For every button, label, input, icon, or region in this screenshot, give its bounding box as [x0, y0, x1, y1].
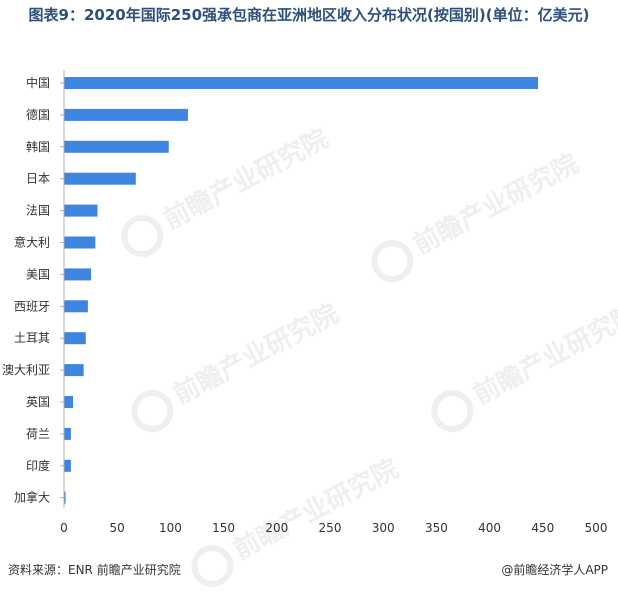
bar-加拿大 — [64, 491, 66, 504]
brand-note: @前瞻经济学人APP — [501, 563, 608, 577]
category-label: 澳大利亚 — [2, 363, 50, 377]
bar-韩国 — [64, 140, 169, 153]
category-label: 荷兰 — [26, 427, 50, 441]
category-label: 印度 — [26, 458, 50, 473]
x-tick-label: 250 — [319, 521, 342, 535]
category-label: 中国 — [26, 75, 50, 90]
x-tick-label: 100 — [159, 521, 182, 535]
category-label: 英国 — [26, 395, 50, 409]
bar-土耳其 — [64, 332, 86, 345]
x-tick-label: 300 — [372, 521, 395, 535]
x-tick-label: 450 — [531, 521, 554, 535]
x-tick-label: 350 — [425, 521, 448, 535]
bar-西班牙 — [64, 300, 88, 313]
x-tick-label: 500 — [585, 521, 608, 535]
category-label: 意大利 — [14, 235, 50, 250]
bar-中国 — [64, 77, 538, 89]
chart-title: 图表9：2020年国际250强承包商在亚洲地区收入分布状况(按国别)(单位：亿美… — [28, 6, 590, 24]
category-label: 西班牙 — [14, 299, 50, 313]
bar-日本 — [64, 172, 136, 185]
bar-印度 — [64, 459, 71, 472]
x-tick-label: 200 — [265, 521, 288, 535]
bar-法国 — [64, 204, 98, 217]
bar-英国 — [64, 396, 74, 408]
bar-荷兰 — [64, 427, 71, 440]
category-label: 韩国 — [26, 139, 50, 154]
bar-意大利 — [64, 236, 96, 249]
category-label: 加拿大 — [14, 490, 50, 505]
x-tick-label: 0 — [60, 521, 68, 535]
category-label: 土耳其 — [14, 331, 50, 345]
category-label: 法国 — [26, 204, 50, 218]
x-tick-label: 150 — [212, 521, 235, 535]
source-note: 资料来源：ENR 前瞻产业研究院 — [8, 563, 181, 577]
category-label: 日本 — [26, 172, 50, 186]
category-label: 德国 — [26, 107, 50, 122]
x-tick-label: 400 — [478, 521, 501, 535]
bar-德国 — [64, 108, 188, 121]
x-tick-label: 50 — [110, 521, 125, 535]
category-label: 美国 — [26, 267, 50, 281]
bar-美国 — [64, 268, 92, 281]
bar-澳大利亚 — [64, 364, 84, 377]
